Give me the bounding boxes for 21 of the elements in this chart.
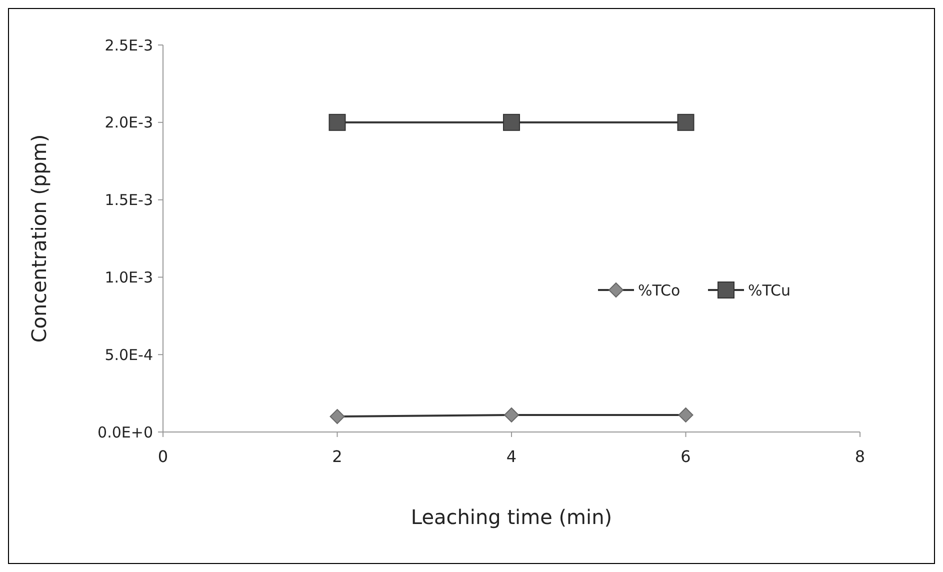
x-axis-title: Leaching time (min) (410, 505, 612, 529)
y-tick-label: 1.5E-3 (104, 191, 153, 210)
x-tick-label: 6 (680, 447, 691, 466)
point (678, 407, 694, 422)
point (504, 407, 519, 422)
y-tick-label: 2.5E-3 (104, 36, 153, 54)
y-tick-label: 5.0E-4 (104, 346, 153, 364)
y-tick-label: 1.0E-3 (104, 268, 153, 286)
legend-label: %TCu (748, 281, 791, 300)
y-axis-title: Concentration (ppm) (27, 134, 51, 343)
x-tick-label: 0 (158, 447, 168, 466)
point (330, 409, 345, 424)
point (503, 114, 520, 131)
x-tick-label: 2 (332, 447, 342, 466)
point (328, 114, 346, 131)
y-tick-label: 0.0E+0 (98, 423, 153, 442)
legend-label: %TCo (638, 281, 680, 300)
y-tick-label: 2.0E-3 (104, 114, 153, 132)
x-tick-label: 4 (506, 447, 517, 466)
point (677, 114, 694, 131)
x-tick-label: 8 (854, 447, 866, 466)
